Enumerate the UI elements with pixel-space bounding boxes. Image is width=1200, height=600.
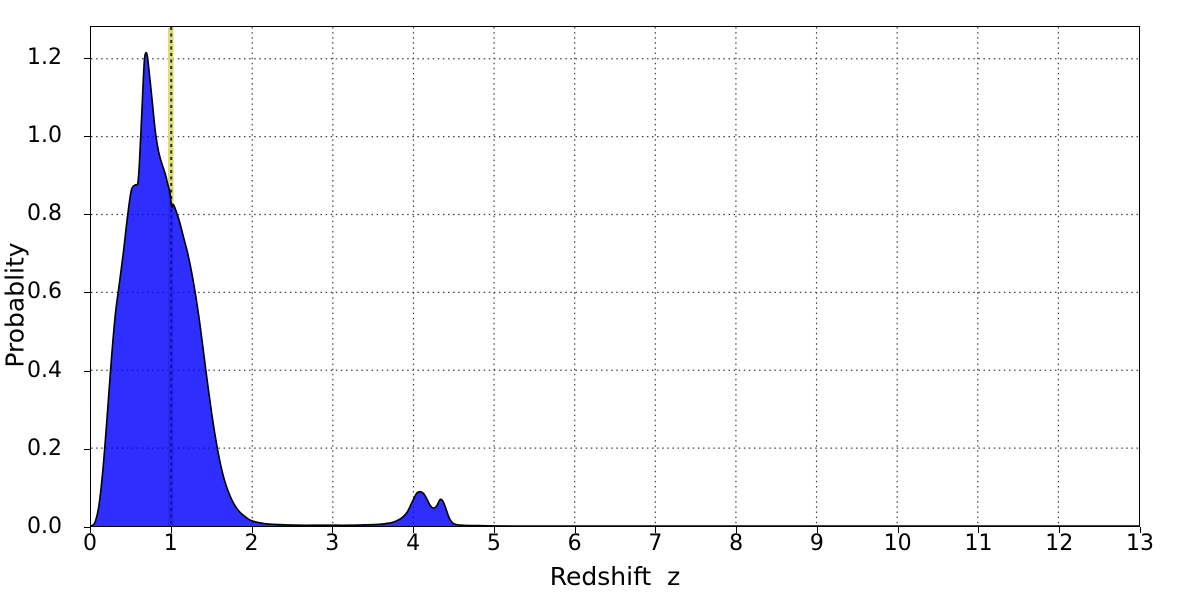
y-tick-label: 0.6 bbox=[27, 279, 62, 305]
x-tickmark bbox=[413, 527, 415, 533]
x-tick-label: 2 bbox=[244, 531, 259, 556]
x-tickmark bbox=[170, 527, 172, 533]
y-tick-label: 0.0 bbox=[27, 514, 62, 539]
x-tickmark bbox=[1059, 527, 1061, 533]
x-tickmark bbox=[251, 527, 253, 533]
x-tickmark bbox=[897, 527, 899, 533]
y-tick-label: 1.0 bbox=[27, 123, 62, 149]
y-tickmark bbox=[84, 370, 90, 372]
x-tickmark bbox=[574, 527, 576, 533]
y-tickmark bbox=[84, 292, 90, 294]
x-tick-label: 13 bbox=[1126, 531, 1154, 556]
x-tickmark bbox=[90, 527, 91, 533]
x-tick-label: 10 bbox=[883, 531, 912, 556]
y-tick-label: 0.2 bbox=[27, 435, 62, 461]
y-tickmark bbox=[84, 214, 90, 216]
x-tick-label: 6 bbox=[567, 531, 582, 556]
x-tick-label: 3 bbox=[325, 531, 340, 556]
x-tick-label: 1 bbox=[163, 531, 178, 556]
x-tick-label: 12 bbox=[1045, 531, 1074, 556]
x-tick-label: 4 bbox=[406, 531, 421, 556]
y-tickmark bbox=[84, 57, 90, 59]
x-tickmark bbox=[978, 527, 980, 533]
y-tick-label: 1.2 bbox=[27, 44, 62, 70]
x-tickmark bbox=[655, 527, 657, 533]
x-axis-label: Redshift z bbox=[549, 562, 681, 591]
gridlines bbox=[91, 27, 1139, 526]
x-tick-label: 8 bbox=[729, 531, 744, 556]
x-tickmark bbox=[816, 527, 818, 533]
x-tickmark bbox=[493, 527, 495, 533]
x-tickmark bbox=[332, 527, 334, 533]
y-tickmark bbox=[84, 448, 90, 450]
y-tickmark bbox=[84, 527, 90, 528]
x-tick-label: 5 bbox=[486, 531, 501, 556]
x-tick-label: 7 bbox=[648, 531, 663, 556]
x-tick-label: 11 bbox=[964, 531, 993, 556]
x-tick-label: 9 bbox=[809, 531, 824, 556]
x-tick-label: 0 bbox=[83, 531, 97, 556]
x-tickmark bbox=[736, 527, 738, 533]
y-axis-label: Probablity bbox=[0, 242, 30, 368]
plot-area bbox=[90, 26, 1140, 527]
y-tick-label: 0.4 bbox=[27, 357, 62, 383]
y-tickmark bbox=[84, 136, 90, 138]
y-tick-label: 0.8 bbox=[27, 201, 62, 227]
plot-clip bbox=[91, 27, 1139, 526]
probability-density-curve bbox=[91, 27, 1139, 526]
x-tickmark bbox=[1140, 527, 1141, 533]
